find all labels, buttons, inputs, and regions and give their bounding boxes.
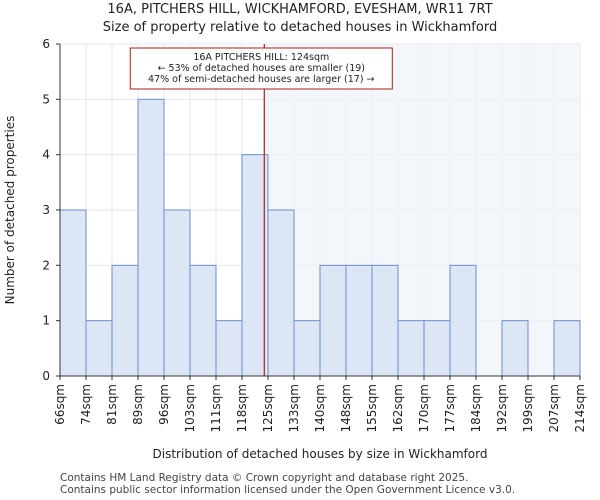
annotation-box — [129, 47, 393, 90]
y-tick-label: 1 — [42, 314, 50, 328]
histogram-bar — [397, 320, 425, 377]
histogram-bar — [215, 320, 243, 377]
histogram-bar — [189, 264, 217, 377]
x-tick-label: 133sqm — [287, 384, 301, 432]
histogram-bar — [137, 98, 165, 377]
histogram-bar — [371, 264, 399, 377]
histogram-bar — [85, 320, 113, 377]
y-tick-label: 2 — [42, 258, 50, 272]
y-tick-label: 4 — [42, 148, 50, 162]
x-tick-label: 184sqm — [469, 384, 483, 432]
histogram-bar — [319, 264, 347, 377]
x-axis-label: Distribution of detached houses by size … — [153, 447, 488, 461]
x-tick-label: 111sqm — [209, 384, 223, 432]
annotation-line: ← 53% of detached houses are smaller (19… — [158, 63, 365, 74]
chart-title: 16A, PITCHERS HILL, WICKHAMFORD, EVESHAM… — [107, 2, 493, 17]
y-tick-label: 0 — [42, 369, 50, 383]
x-tick-label: 192sqm — [495, 384, 509, 432]
y-tick-label: 6 — [42, 37, 50, 51]
y-axis-label: Number of detached properties — [3, 116, 17, 305]
x-tick-label: 170sqm — [417, 384, 431, 432]
x-tick-label: 81sqm — [105, 384, 119, 425]
x-tick-label: 96sqm — [157, 384, 171, 425]
histogram-bar — [111, 264, 139, 377]
annotation-line: 16A PITCHERS HILL: 124sqm — [193, 52, 329, 63]
x-tick-label: 140sqm — [313, 384, 327, 432]
x-tick-label: 155sqm — [365, 384, 379, 432]
y-tick-label: 3 — [42, 203, 50, 217]
histogram-bar — [449, 264, 477, 377]
x-tick-label: 199sqm — [521, 384, 535, 432]
histogram-bar — [163, 209, 191, 377]
x-tick-label: 162sqm — [391, 384, 405, 432]
y-tick-label: 5 — [42, 92, 50, 106]
histogram-bar — [553, 320, 581, 377]
x-tick-label: 125sqm — [261, 384, 275, 432]
histogram-bar — [423, 320, 451, 377]
x-tick-label: 66sqm — [53, 384, 67, 425]
chart-subtitle: Size of property relative to detached ho… — [102, 20, 498, 35]
histogram-bar — [345, 264, 373, 377]
annotation-line: 47% of semi-detached houses are larger (… — [148, 74, 375, 85]
x-tick-label: 118sqm — [235, 384, 249, 432]
histogram-bar — [267, 209, 295, 377]
x-tick-label: 214sqm — [573, 384, 587, 432]
histogram-bar — [59, 209, 87, 377]
footer-copyright: Contains HM Land Registry data © Crown c… — [60, 472, 469, 484]
x-tick-label: 74sqm — [79, 384, 93, 425]
x-tick-label: 177sqm — [443, 384, 457, 432]
histogram-bar — [501, 320, 529, 377]
histogram-bar — [241, 154, 269, 377]
x-tick-label: 207sqm — [547, 384, 561, 432]
histogram-bar — [293, 320, 321, 377]
x-tick-label: 103sqm — [183, 384, 197, 432]
x-tick-label: 148sqm — [339, 384, 353, 432]
x-tick-label: 89sqm — [131, 384, 145, 425]
footer-licence: Contains public sector information licen… — [60, 484, 516, 496]
